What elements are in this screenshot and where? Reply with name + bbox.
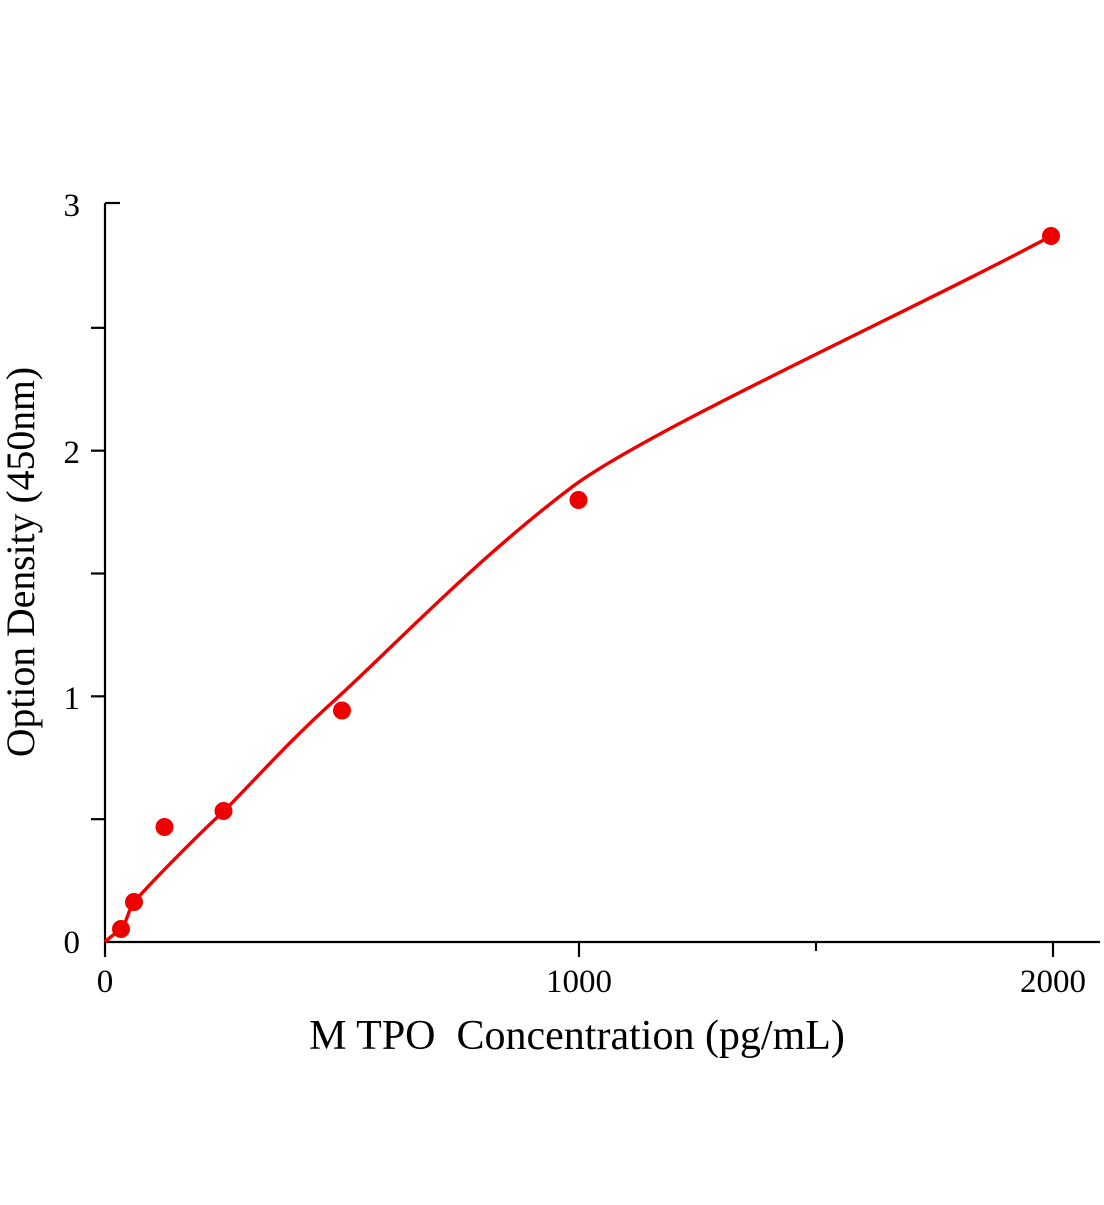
svg-text:0: 0 [64, 925, 81, 961]
svg-text:1000: 1000 [546, 964, 612, 1000]
svg-text:3: 3 [64, 188, 81, 224]
svg-text:1: 1 [64, 681, 81, 717]
svg-text:M TPO Concentration (pg/mL): M TPO Concentration (pg/mL) [309, 1013, 845, 1059]
svg-text:2000: 2000 [1020, 964, 1086, 1000]
svg-text:2: 2 [64, 435, 81, 471]
svg-text:0: 0 [97, 964, 114, 1000]
svg-text:Option Density (450nm): Option Density (450nm) [0, 367, 43, 757]
